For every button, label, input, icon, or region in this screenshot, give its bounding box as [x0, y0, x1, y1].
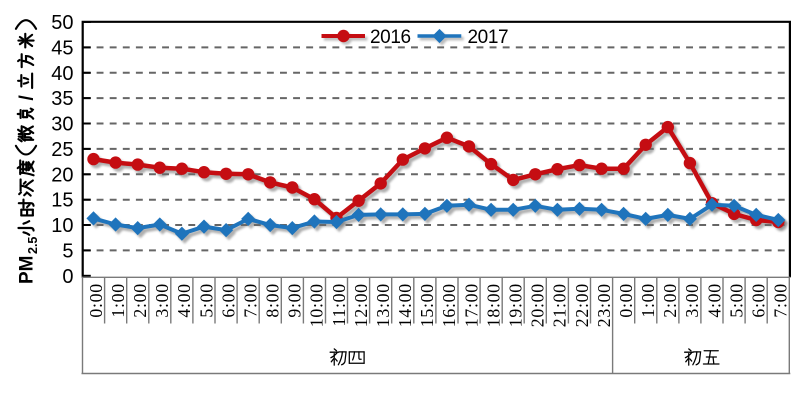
svg-text:9:00: 9:00	[285, 283, 305, 317]
svg-text:PM: PM	[17, 256, 38, 285]
svg-text:16:00: 16:00	[439, 283, 459, 327]
svg-text:0:00: 0:00	[616, 283, 636, 317]
svg-text:40: 40	[51, 63, 73, 85]
svg-text:7:00: 7:00	[241, 283, 261, 317]
svg-text:17:00: 17:00	[461, 283, 481, 327]
svg-text:1:00: 1:00	[638, 283, 658, 317]
svg-text:23:00: 23:00	[594, 283, 614, 327]
svg-text:/: /	[17, 95, 38, 101]
svg-text:1:00: 1:00	[108, 283, 128, 317]
svg-text:12:00: 12:00	[351, 283, 371, 327]
svg-text:15: 15	[51, 190, 73, 212]
svg-text:5: 5	[62, 240, 73, 262]
svg-text:35: 35	[51, 88, 73, 110]
svg-text:45: 45	[51, 37, 73, 59]
svg-text:0:00: 0:00	[86, 283, 106, 317]
svg-text:21:00: 21:00	[550, 283, 570, 327]
svg-text:25: 25	[51, 139, 73, 161]
svg-text:22:00: 22:00	[572, 283, 592, 327]
svg-text:6:00: 6:00	[218, 283, 238, 317]
svg-text:7:00: 7:00	[771, 283, 791, 317]
svg-text:50: 50	[51, 12, 73, 34]
svg-text:20:00: 20:00	[528, 283, 548, 327]
svg-text:5:00: 5:00	[196, 283, 216, 317]
svg-text:10: 10	[51, 215, 73, 237]
svg-text:2:00: 2:00	[660, 283, 680, 317]
svg-text:4:00: 4:00	[704, 283, 724, 317]
svg-text:8:00: 8:00	[263, 283, 283, 317]
svg-text:14:00: 14:00	[395, 283, 415, 327]
svg-text:4:00: 4:00	[174, 283, 194, 317]
svg-text:2:00: 2:00	[130, 283, 150, 317]
svg-text:2.5: 2.5	[26, 237, 40, 254]
svg-text:19:00: 19:00	[506, 283, 526, 327]
svg-text:18:00: 18:00	[483, 283, 503, 327]
svg-text:5:00: 5:00	[726, 283, 746, 317]
svg-text:30: 30	[51, 114, 73, 136]
svg-text:13:00: 13:00	[373, 283, 393, 327]
svg-text:15:00: 15:00	[417, 283, 437, 327]
svg-text:2016: 2016	[370, 27, 411, 48]
svg-text:2017: 2017	[468, 27, 509, 48]
svg-text:0: 0	[62, 266, 73, 288]
svg-text:20: 20	[51, 164, 73, 186]
svg-text:3:00: 3:00	[152, 283, 172, 317]
svg-text:11:00: 11:00	[329, 283, 349, 326]
svg-text:6:00: 6:00	[749, 283, 769, 317]
svg-text:10:00: 10:00	[307, 283, 327, 327]
svg-text:3:00: 3:00	[682, 283, 702, 317]
